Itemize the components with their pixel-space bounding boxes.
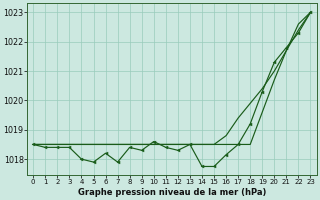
X-axis label: Graphe pression niveau de la mer (hPa): Graphe pression niveau de la mer (hPa) (78, 188, 266, 197)
